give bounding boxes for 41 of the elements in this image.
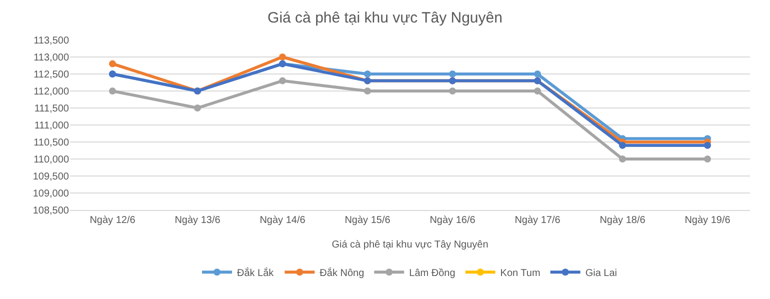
point (534, 70, 541, 78)
point (449, 70, 456, 78)
y-tick-label: 113,500 (34, 36, 70, 46)
point (279, 54, 286, 60)
x-tick-label: Ngày 19/6 (684, 215, 731, 226)
point (534, 88, 541, 94)
point (704, 156, 711, 162)
x-tick-label: Ngày 13/6 (174, 215, 221, 226)
point (364, 70, 371, 78)
y-tick-label: 112,000 (34, 86, 70, 98)
x-tick-label: Ngày 18/6 (600, 215, 646, 226)
x-tick-label: Ngày 17/6 (514, 215, 561, 226)
y-tick-label: 112,500 (34, 70, 70, 80)
y-tick-label: 111,500 (34, 104, 70, 114)
point (279, 77, 286, 84)
x-tick-label: Ngày 14/6 (260, 215, 306, 226)
point (109, 60, 116, 68)
point (619, 156, 626, 162)
x-tick-label: Ngày 12/6 (90, 215, 136, 226)
legend-label: Gia Lai (585, 268, 618, 279)
point (449, 88, 456, 94)
y-tick-label: 109,000 (32, 188, 70, 200)
legend-label: Lâm Đồng (409, 268, 456, 279)
y-tick-label: 110,000 (34, 154, 70, 166)
y-tick-label: 111,000 (34, 120, 70, 132)
x-tick-label: Ngày 15/6 (344, 215, 391, 226)
x-tick-label: Ngày 16/6 (430, 215, 476, 226)
y-tick-label: 108,500 (32, 206, 70, 216)
y-tick-label: 109,500 (32, 172, 70, 182)
point (364, 88, 371, 94)
point (109, 88, 116, 94)
y-tick-label: 110,500 (34, 138, 70, 148)
legend-label: Đắk Lắk (237, 267, 275, 279)
point (194, 104, 201, 112)
y-tick-label: 113,000 (34, 52, 70, 64)
chart-title: Giá cà phê tại khu vực Tây Nguyên (268, 9, 502, 26)
point (704, 142, 711, 149)
legend-label: Kon Tum (500, 268, 540, 279)
x-axis-title: Giá cà phê tại khu vực Tây Nguyên (332, 240, 488, 250)
legend-label: Đắk Nông (320, 267, 364, 279)
point (619, 142, 626, 149)
